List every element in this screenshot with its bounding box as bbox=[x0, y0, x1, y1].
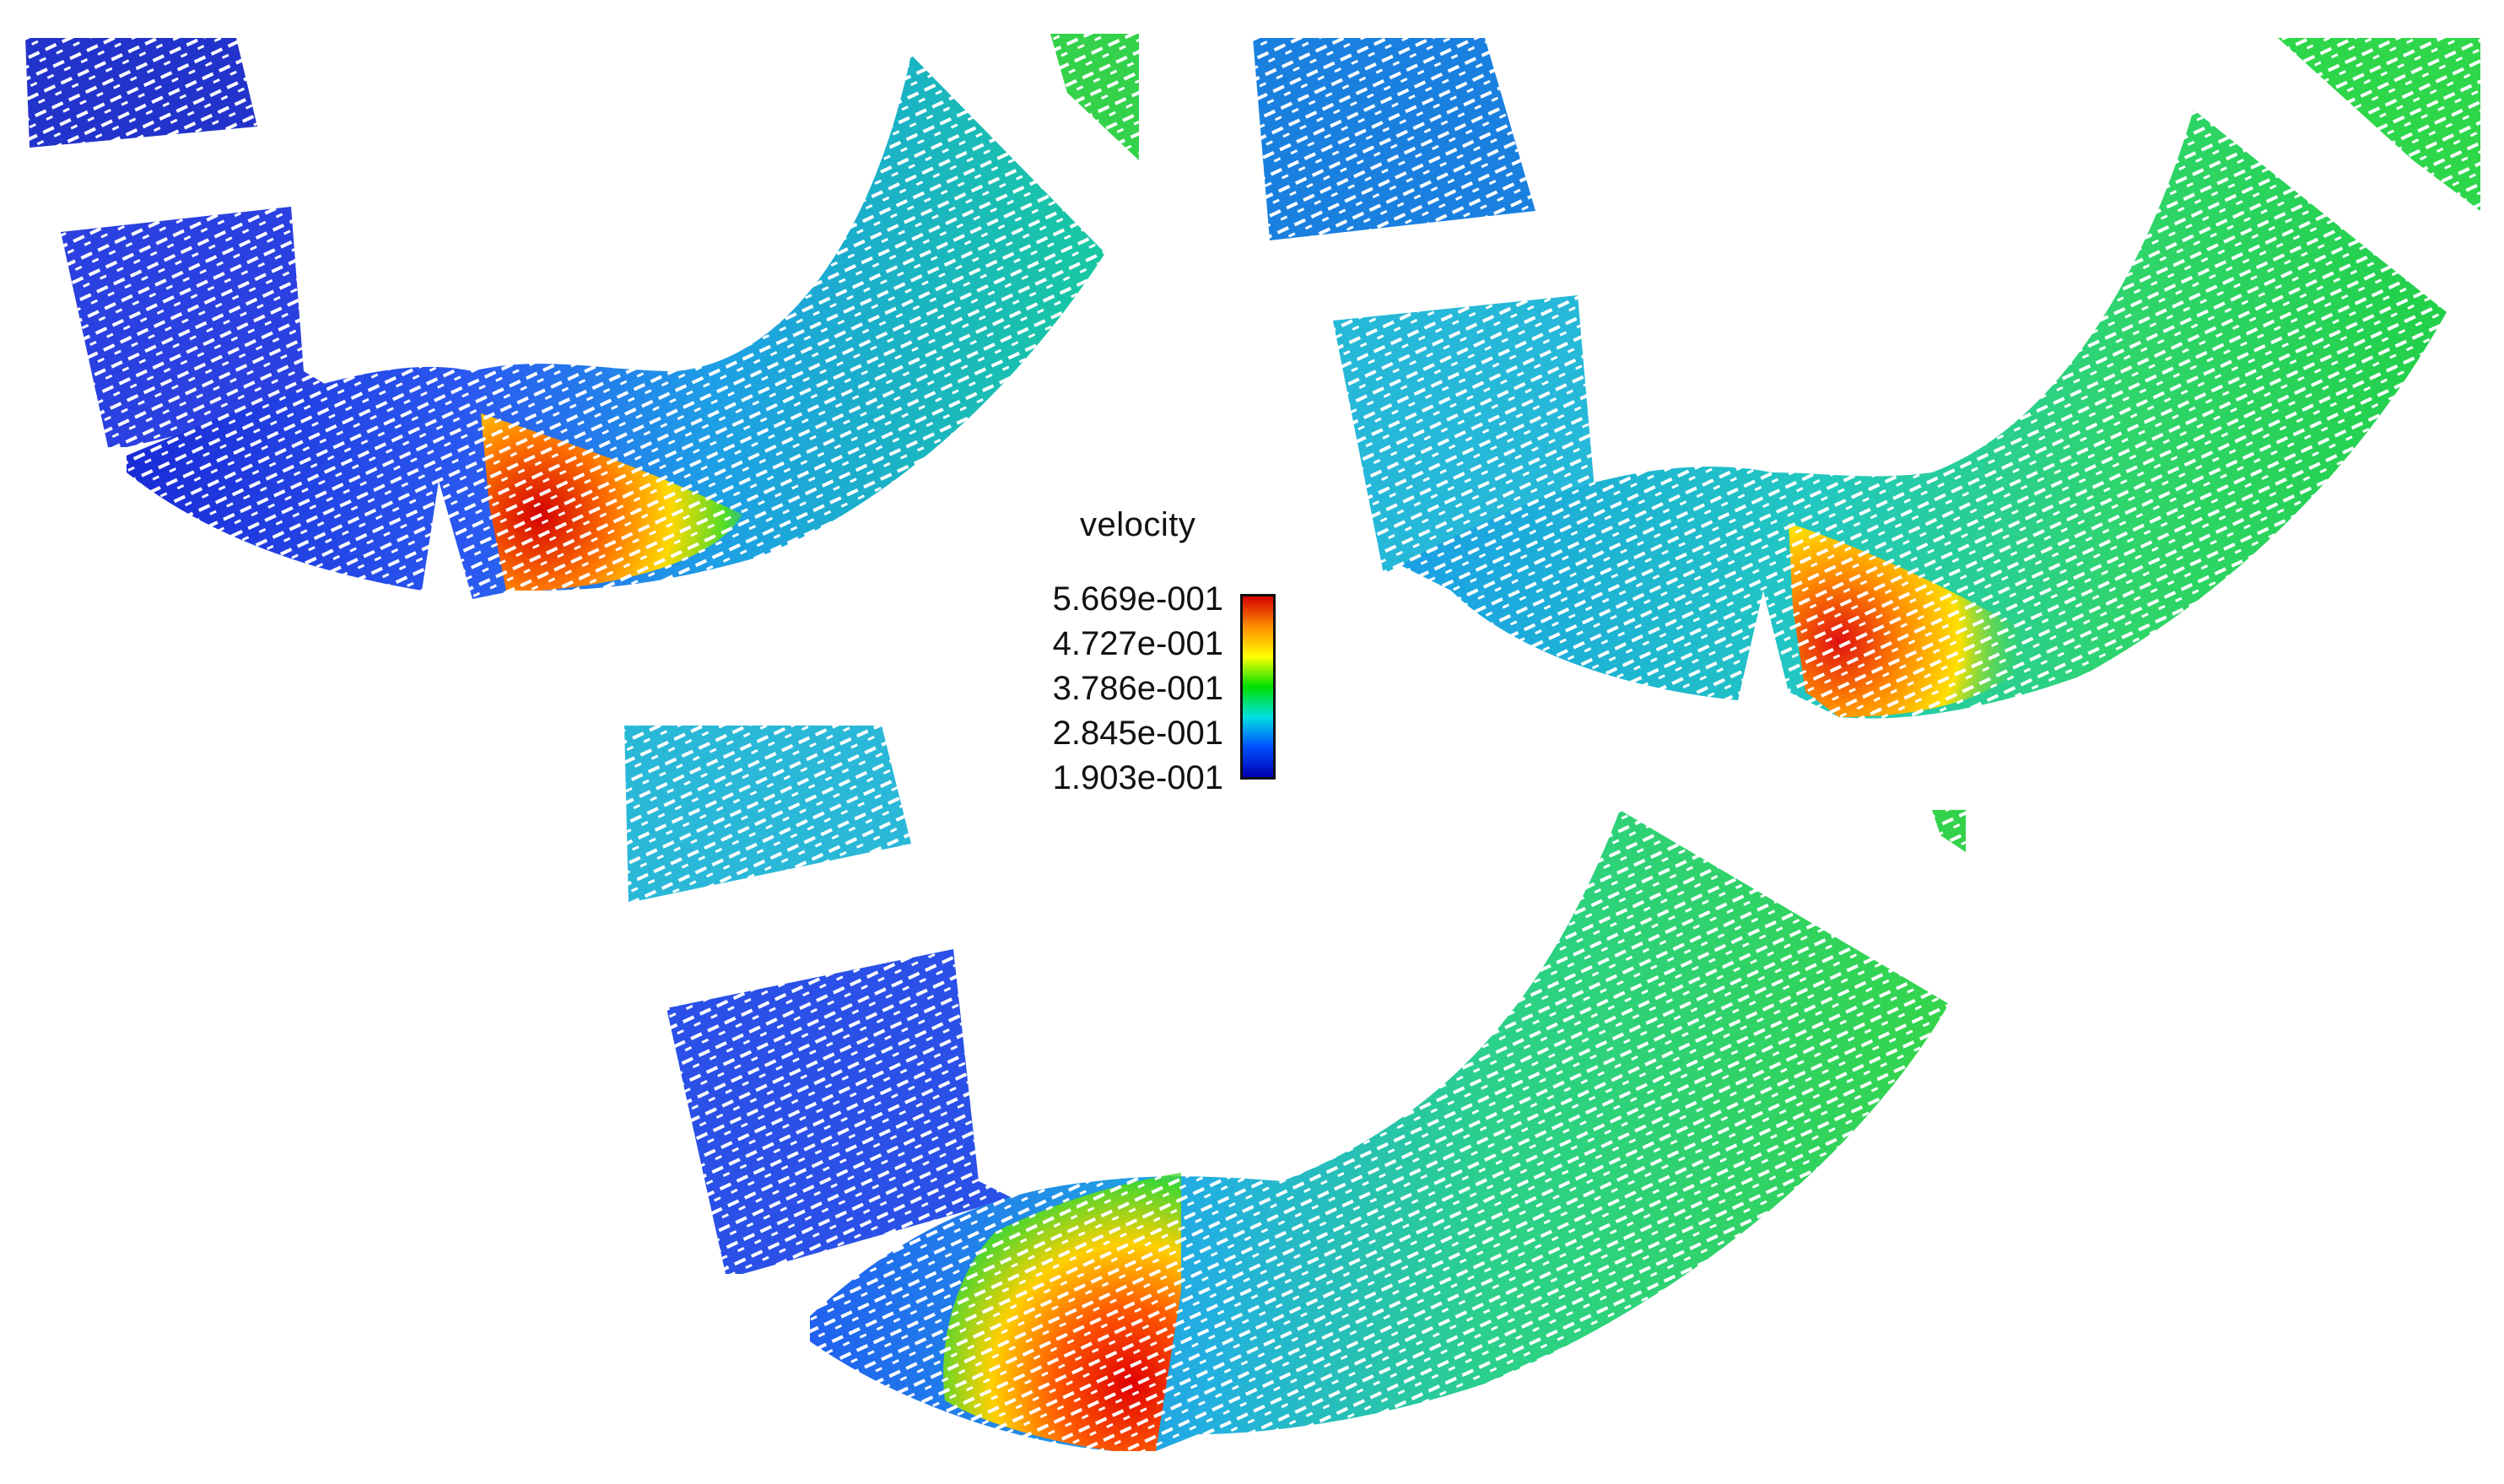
legend-colorbar bbox=[1240, 594, 1276, 780]
tr-channel bbox=[1400, 110, 2447, 719]
legend-label-max: 5.669e-001 bbox=[1052, 580, 1223, 618]
panel-top-left bbox=[25, 34, 1139, 599]
legend-label-min: 1.903e-001 bbox=[1052, 759, 1223, 796]
panel-top-right bbox=[1253, 38, 2480, 719]
tl-fragment bbox=[1050, 34, 1139, 160]
panel-bottom bbox=[624, 726, 1966, 1451]
legend-label-4: 2.845e-001 bbox=[1052, 715, 1223, 752]
tl-hotspot bbox=[481, 413, 742, 591]
tr-block-a bbox=[1253, 38, 1535, 240]
legend-label-2: 4.727e-001 bbox=[1052, 625, 1223, 662]
legend-label-3: 3.786e-001 bbox=[1052, 670, 1223, 707]
legend-title: velocity bbox=[1080, 506, 1196, 543]
tr-fragment bbox=[2278, 38, 2480, 211]
tl-channel bbox=[127, 55, 1105, 599]
b-hotspot bbox=[943, 1173, 1181, 1451]
tr-hotspot bbox=[1789, 523, 2042, 717]
velocity-legend: velocity 5.669e-001 4.727e-001 3.786e-00… bbox=[970, 506, 1325, 796]
tl-block-a bbox=[25, 38, 257, 148]
b-block-a bbox=[624, 726, 911, 903]
tl-block-b bbox=[61, 207, 346, 447]
b-block-b bbox=[666, 949, 1012, 1274]
legend-labels: 5.669e-001 4.727e-001 3.786e-001 2.845e-… bbox=[970, 577, 1223, 801]
b-fragment bbox=[1932, 810, 1966, 852]
